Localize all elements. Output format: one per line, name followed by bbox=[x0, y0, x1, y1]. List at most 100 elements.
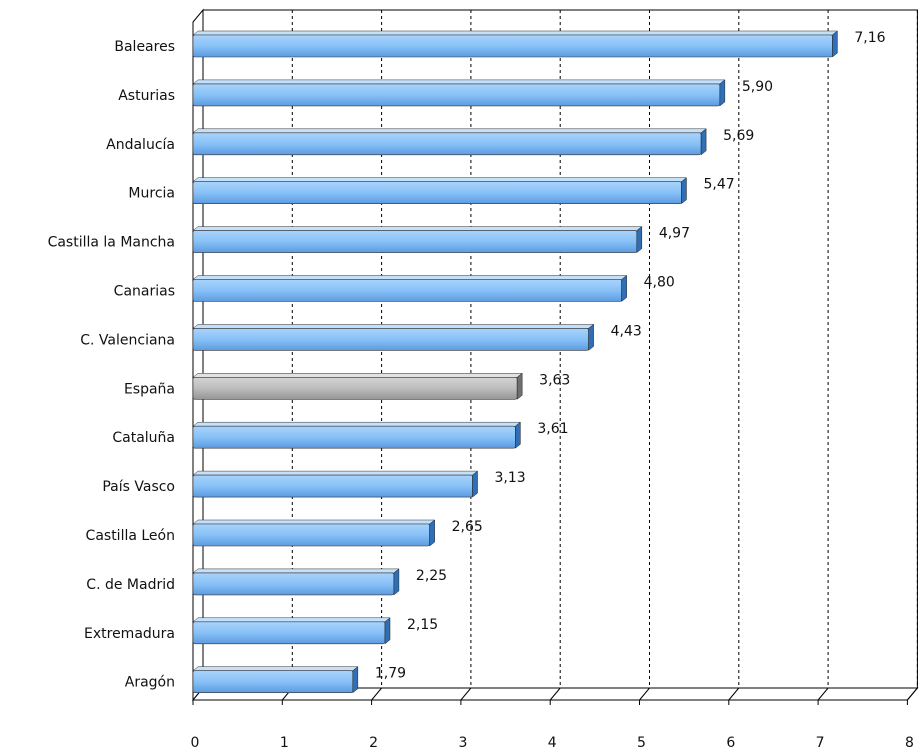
x-tick-label: 3 bbox=[458, 735, 467, 751]
category-label: Castilla la Mancha bbox=[48, 235, 175, 251]
bar-front bbox=[192, 34, 833, 58]
bar bbox=[192, 617, 391, 645]
bar-front bbox=[192, 279, 622, 302]
category-label: Murcia bbox=[128, 186, 175, 202]
bar-top bbox=[192, 373, 523, 378]
category-label: Asturias bbox=[118, 88, 175, 104]
bar-front bbox=[192, 83, 721, 107]
category-label: País Vasco bbox=[102, 479, 175, 495]
bar bbox=[192, 79, 726, 107]
category-label: Andalucía bbox=[106, 137, 175, 153]
bars bbox=[192, 30, 839, 694]
floor-gridline bbox=[907, 687, 918, 701]
bar-top bbox=[192, 128, 707, 134]
category-label: Canarias bbox=[114, 284, 175, 300]
bar-top bbox=[192, 421, 522, 427]
bar-top bbox=[192, 666, 359, 671]
x-axis-ticks: 0 1 2 3 4 5 6 7 8 bbox=[191, 700, 914, 751]
bar-top bbox=[192, 177, 688, 182]
bar bbox=[192, 421, 522, 449]
bar-end bbox=[516, 372, 523, 400]
value-labels: 7,16 5,90 5,69 5,47 4,97 4,80 4,43 3,63 3,61 3,13… bbox=[375, 30, 886, 682]
x-tick-label: 0 bbox=[191, 735, 200, 751]
bar-front bbox=[192, 523, 430, 547]
bar bbox=[192, 177, 688, 205]
bar-end bbox=[719, 79, 726, 107]
value-label: 5,69 bbox=[723, 128, 754, 144]
floor-gridline bbox=[817, 687, 829, 701]
bar-front bbox=[192, 181, 682, 204]
category-label: Baleares bbox=[114, 39, 175, 55]
bar-front bbox=[192, 572, 395, 596]
bar-end bbox=[700, 128, 707, 156]
category-labels: Baleares Asturias Andalucía Murcia Castilla … bbox=[48, 39, 175, 691]
bar bbox=[192, 666, 359, 694]
bar bbox=[192, 226, 643, 254]
floor-gridline bbox=[549, 687, 561, 701]
value-label: 3,61 bbox=[537, 421, 568, 437]
bar-front bbox=[192, 425, 516, 449]
value-label: 2,15 bbox=[407, 617, 438, 633]
bar-front bbox=[192, 670, 354, 694]
x-tick-label: 7 bbox=[816, 735, 825, 751]
category-label: Aragón bbox=[125, 675, 175, 691]
bar-end bbox=[515, 421, 521, 449]
category-label: C. Valenciana bbox=[80, 332, 175, 348]
bar-top bbox=[192, 30, 839, 36]
bar bbox=[192, 372, 523, 400]
bar bbox=[192, 323, 595, 351]
bar-end bbox=[832, 30, 838, 58]
bar-front bbox=[192, 621, 386, 645]
floor-gridline bbox=[460, 687, 472, 701]
floor-gridline bbox=[639, 687, 650, 701]
category-label: Castilla León bbox=[86, 528, 175, 544]
bar-top bbox=[192, 617, 391, 623]
bar-end bbox=[681, 177, 687, 205]
bar-end bbox=[636, 226, 643, 254]
x-tick-label: 8 bbox=[905, 735, 914, 751]
x-tick-label: 6 bbox=[726, 735, 735, 751]
x-tick-label: 4 bbox=[548, 735, 557, 751]
category-label: Cataluña bbox=[112, 430, 175, 446]
value-label: 5,47 bbox=[703, 177, 734, 193]
bar-end bbox=[621, 274, 627, 303]
value-label: 2,65 bbox=[452, 519, 483, 535]
bar-front bbox=[192, 474, 473, 498]
x-tick-label: 5 bbox=[637, 735, 646, 751]
bar-end bbox=[472, 470, 478, 498]
value-label: 3,63 bbox=[539, 372, 570, 388]
value-label: 1,79 bbox=[375, 666, 406, 682]
bar-end bbox=[384, 617, 391, 645]
value-label: 2,25 bbox=[416, 568, 447, 584]
value-label: 4,80 bbox=[644, 275, 675, 291]
bar-top bbox=[192, 568, 400, 574]
bar bbox=[192, 470, 479, 498]
bar-end bbox=[429, 519, 435, 547]
bar-top bbox=[192, 226, 643, 231]
bar bbox=[192, 30, 839, 58]
x-tick-label: 1 bbox=[280, 735, 289, 751]
value-label: 7,16 bbox=[854, 30, 885, 46]
bar-front bbox=[192, 328, 589, 351]
bar-end bbox=[393, 568, 400, 596]
bar-top bbox=[192, 79, 726, 85]
category-label: C. de Madrid bbox=[86, 577, 175, 593]
bar bbox=[192, 274, 628, 303]
floor-gridline bbox=[371, 687, 382, 701]
bar-top bbox=[192, 275, 628, 280]
value-label: 4,97 bbox=[659, 226, 690, 242]
value-label: 3,13 bbox=[495, 470, 526, 486]
bar bbox=[192, 568, 400, 596]
bar-end bbox=[588, 323, 594, 351]
bar-top bbox=[192, 324, 595, 329]
bar-front bbox=[192, 376, 518, 400]
x-tick-label: 2 bbox=[369, 735, 378, 751]
floor-gridline bbox=[728, 687, 740, 701]
bar-front bbox=[192, 230, 638, 253]
value-label: 5,90 bbox=[742, 79, 773, 95]
category-label: España bbox=[124, 381, 175, 397]
category-label: Extremadura bbox=[84, 626, 175, 642]
value-label: 4,43 bbox=[611, 323, 642, 339]
bar-front bbox=[192, 132, 702, 156]
